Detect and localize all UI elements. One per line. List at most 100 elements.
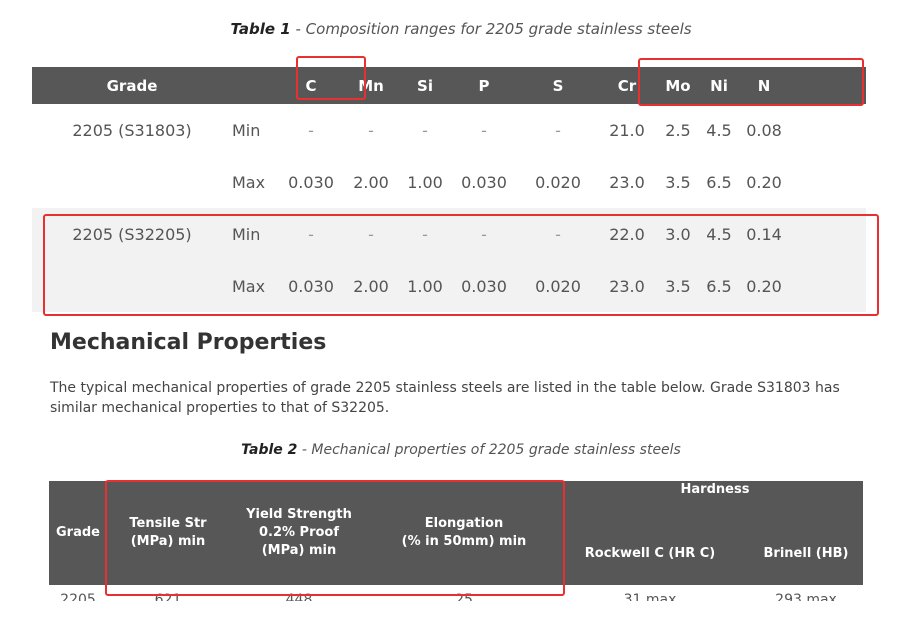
header-mo: Mo [656,67,700,104]
cell-label: Max [232,172,266,192]
cell-p: 0.030 [450,260,518,312]
cell-c: - [280,208,342,260]
table-row: 2205 (S31803) Min - - - - - 21.0 2.5 4.5… [32,104,866,156]
header-brinell: Brinell (HB) [741,505,863,585]
header-yield-line3: (MPa) min [261,543,337,558]
cell-mn: - [342,208,400,260]
cell-mo: 3.5 [656,260,700,312]
cell-si: 1.00 [400,260,450,312]
table1-caption-label: Table 1 [230,20,291,38]
mechanical-properties-heading: Mechanical Properties [50,330,327,355]
mechanical-table: Grade Tensile Str (MPa) min Yield Streng… [49,481,863,601]
cell-rockwell: 31 max [623,592,677,601]
header-grade: Grade [49,481,107,585]
header-p: P [450,67,518,104]
cell-ni: 6.5 [700,260,738,312]
table2-caption-label: Table 2 [241,442,298,458]
cell-si: 1.00 [407,172,443,192]
cell-mn: 2.00 [353,172,389,192]
cell-c: 0.030 [280,260,342,312]
header-c: C [280,67,342,104]
header-elongation-line1: Elongation [424,516,504,531]
header-hardness: Hardness [559,481,863,505]
mechanical-table-wrapper: Grade Tensile Str (MPa) min Yield Streng… [49,481,863,601]
composition-header-row: Grade C Mn Si P S Cr Mo Ni N [32,67,866,104]
highlight-c-column [296,56,366,100]
cell-c: 0.030 [288,172,334,192]
composition-table: Grade C Mn Si P S Cr Mo Ni N 2205 (S3180… [32,67,866,312]
cell-cr: 22.0 [598,208,656,260]
cell-grade [32,156,232,208]
header-cr: Cr [598,67,656,104]
cell-p: - [450,208,518,260]
cell-n: 0.08 [746,120,782,140]
table-row: 2205 (S32205) Min - - - - - 22.0 3.0 4.5… [32,208,866,260]
mechanical-header-row-2: Rockwell C (HR C) Brinell (HB) [49,505,863,585]
table2-caption-text: - Mechanical properties of 2205 grade st… [297,442,681,458]
header-elongation: Elongation (% in 50mm) min [369,481,559,585]
cell-elongation: 25 [455,592,473,601]
cell-grade: 2205 (S31803) [72,120,192,140]
cell-pad [790,104,866,156]
cell-label: Min [232,208,280,260]
cell-n: 0.20 [746,172,782,192]
cell-pad [790,156,866,208]
highlight-cr-mo-ni-n-columns [638,58,864,106]
table-row: 2205 621 448 25 31 max 293 max [49,585,863,601]
header-yield-line2: 0.2% Proof [258,525,340,540]
table2-caption: Table 2 - Mechanical properties of 2205 … [0,442,922,458]
cell-brinell: 293 max [775,592,837,601]
header-si: Si [400,67,450,104]
header-s: S [518,67,598,104]
cell-ni: 4.5 [706,120,732,140]
cell-n: 0.14 [738,208,790,260]
cell-p: - [481,120,487,140]
header-grade: Grade [32,67,232,104]
cell-s: - [555,120,561,140]
cell-c: - [308,120,314,140]
cell-mn: 2.00 [342,260,400,312]
header-pad [790,67,866,104]
cell-grade: 2205 (S32205) [32,208,232,260]
highlight-s32205-rows [43,214,879,316]
cell-mn: - [368,120,374,140]
header-blank [232,67,280,104]
cell-pad [790,208,866,260]
header-tensile-line2: (MPa) min [130,534,206,549]
cell-cr: 23.0 [598,260,656,312]
header-rockwell: Rockwell C (HR C) [559,505,741,585]
header-yield-line1: Yield Strength [246,507,352,522]
header-elongation-line2: (% in 50mm) min [401,534,527,549]
cell-s: 0.020 [518,260,598,312]
cell-tensile: 621 [154,592,182,601]
cell-grade: 2205 [60,592,96,601]
cell-p: 0.030 [461,172,507,192]
cell-si: - [400,208,450,260]
header-tensile-line1: Tensile Str [129,516,207,531]
table1-caption: Table 1 - Composition ranges for 2205 gr… [0,20,922,38]
cell-s: 0.020 [535,172,581,192]
cell-mo: 3.0 [656,208,700,260]
cell-ni: 4.5 [700,208,738,260]
cell-grade [32,260,232,312]
header-tensile: Tensile Str (MPa) min [107,481,229,585]
cell-mo: 3.5 [665,172,691,192]
cell-label: Max [232,260,280,312]
mechanical-intro-text: The typical mechanical properties of gra… [50,380,840,416]
table-row: Max 0.030 2.00 1.00 0.030 0.020 23.0 3.5… [32,156,866,208]
header-mn: Mn [342,67,400,104]
header-ni: Ni [700,67,738,104]
cell-yield: 448 [285,592,313,601]
cell-n: 0.20 [738,260,790,312]
cell-label: Min [232,120,261,140]
table1-caption-text: - Composition ranges for 2205 grade stai… [290,20,692,38]
cell-cr: 23.0 [609,172,645,192]
cell-cr: 21.0 [609,120,645,140]
header-yield: Yield Strength 0.2% Proof (MPa) min [229,481,369,585]
highlight-tensile-yield-elongation [105,480,565,596]
cell-si: - [422,120,428,140]
cell-ni: 6.5 [706,172,732,192]
cell-pad [790,260,866,312]
cell-s: - [518,208,598,260]
mechanical-header-row-1: Grade Tensile Str (MPa) min Yield Streng… [49,481,863,585]
